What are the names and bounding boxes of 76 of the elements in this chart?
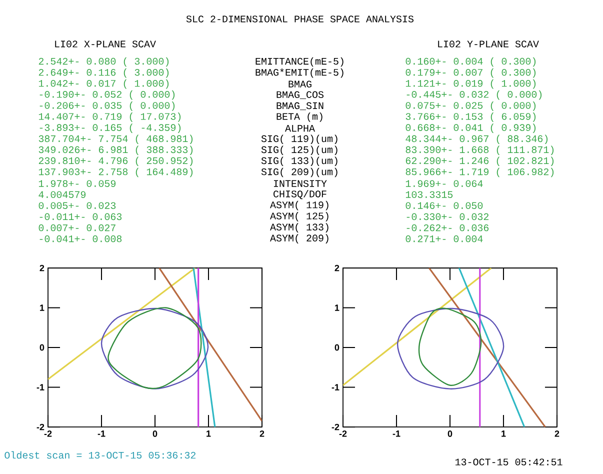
text: SIG( 125)(um) [261,146,338,156]
text: 349.026+- 6.981 ( 388.333) [38,146,193,156]
text: 1.969+- 0.064 [406,180,483,187]
x-tick-label: 2 [260,430,264,437]
text: 2.649+- 0.116 ( 3.000) [38,68,169,78]
chart-subtitle: LI02 X-PLANE SCAV [55,40,156,48]
text: 1.978+- 0.059 [38,180,116,187]
text: 137.903+- 2.758 ( 164.489) [38,168,193,178]
text: BETA (m) [276,112,322,122]
text: 14.407+- 0.719 ( 17.073) [38,112,181,122]
chart-subtitle: LI02 Y-PLANE SCAV [438,40,539,48]
x-tick-label: 1 [502,430,506,437]
text: 0.075+- 0.025 ( 0.000) [406,102,536,111]
text: -0.011+- 0.063 [40,213,122,220]
x-tick-label: -1 [392,430,400,437]
x-tick-label: -2 [339,430,347,437]
text: -0.445+- 0.032 ( 0.000) [406,90,542,100]
text: INTENSITY [274,180,327,187]
text: CHISQ/DOF [274,190,326,200]
text: EMITTANCE(mE-5) [256,57,344,67]
x-tick-label: -1 [98,430,106,437]
y-tick-label: -1 [332,384,340,390]
text: ALPHA [285,125,316,132]
text: 2.542+- 0.080 ( 3.000) [38,57,169,67]
y-tick-label: 2 [334,264,340,272]
text: 48.344+- 0.967 ( 88.346) [406,134,548,144]
text: BMAG [288,80,312,88]
y-tick-label: 0 [334,344,340,351]
x-tick-label: 1 [206,430,211,437]
y-tick-label: 1 [335,304,340,311]
x-tick-label: 0 [448,430,452,437]
text: BMAG_COS [276,91,324,99]
text: 85.966+- 1.719 ( 106.982) [406,168,554,178]
text: 0.146+- 0.050 [406,202,483,209]
text: 103.3315 [406,191,453,198]
text: BMAG_SIN [276,102,324,110]
text: 4.004579 [38,191,86,198]
text: ASYM( 209) [270,234,328,244]
y-tick-label: -1 [36,384,44,390]
text: 387.704+- 7.754 ( 468.981) [38,134,193,144]
text: 0.007+- 0.027 [38,224,116,232]
text: 3.766+- 0.153 ( 6.059) [406,112,536,122]
text: SIG( 119)(um) [261,134,338,144]
y-tick-label: 1 [40,304,44,311]
text: ASYM( 119) [270,200,328,210]
text: 0.271+- 0.004 [406,235,483,242]
y-tick-label: -2 [36,424,44,430]
text: SLC 2-DIMENSIONAL PHASE SPACE ANALYSIS [186,16,414,22]
text: -0.262+- 0.036 [406,224,489,232]
text: -0.330+- 0.032 [406,213,488,220]
text: ASYM( 133) [270,223,328,232]
text: BMAG*EMIT(mE-5) [256,68,344,78]
y-tick-label: 0 [40,344,44,351]
text: 0.005+- 0.023 [38,202,116,209]
text: 0.179+- 0.007 ( 0.300) [406,68,536,78]
x-tick-label: -2 [44,430,52,437]
text: 1.042+- 0.017 ( 1.000) [38,79,169,89]
text: ASYM( 125) [270,212,328,222]
text: -0.190+- 0.052 ( 0.000) [40,90,175,100]
text: SIG( 133)(um) [261,156,338,166]
text: 13-OCT-15 05:42:51 [456,458,562,466]
text: -3.893+- 0.165 ( -4.359) [40,124,181,133]
text: Oldest scan = 13-OCT-15 05:36:32 [4,451,196,459]
x-tick-label: 2 [554,430,560,437]
text: -0.206+- 0.035 ( 0.000) [40,102,175,111]
text: 1.121+- 0.019 ( 1.000) [406,79,536,89]
y-tick-label: 2 [40,264,44,272]
text: 62.290+- 1.246 ( 102.821) [406,156,554,166]
x-tick-label: 0 [152,430,158,437]
text: 0.160+- 0.004 ( 0.300) [406,57,536,67]
text: 0.668+- 0.041 ( 0.939) [406,124,536,133]
text: -0.041+- 0.008 [40,235,122,242]
text: 83.390+- 1.668 ( 111.871) [406,146,554,156]
y-tick-label: -2 [332,424,340,430]
text: 239.810+- 4.796 ( 250.952) [38,156,193,166]
text: SIG( 209)(um) [261,168,338,178]
